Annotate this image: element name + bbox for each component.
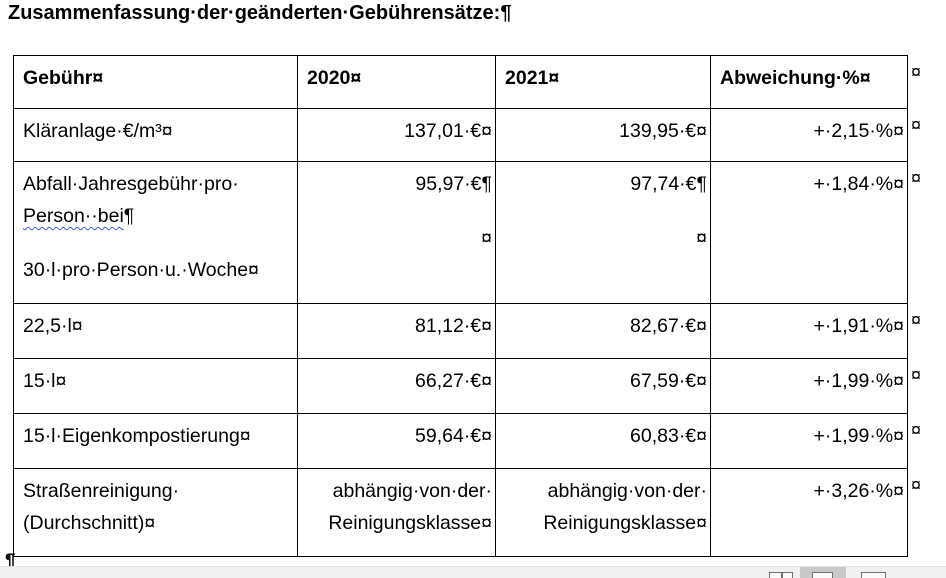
abfall-2021-cell-mark: ¤ [696, 227, 707, 249]
strassenreinigung-label-line1: Straßenreinigung· [23, 480, 180, 502]
strassenreinigung-2020-line2: Reinigungsklasse¤ [328, 512, 492, 534]
web-layout-view-icon[interactable] [861, 572, 886, 578]
row-end-mark: ¤ [911, 365, 922, 385]
cell-eigenkompostierung-delta[interactable]: +·1,99·%¤ [710, 413, 908, 469]
cell-abfall-delta[interactable]: +·1,84·%¤ [710, 161, 908, 304]
row-end-mark: ¤ [911, 168, 922, 188]
row-end-markers: ¤ ¤ ¤ ¤ ¤ ¤ ¤ [911, 55, 941, 556]
cell-15l-2020[interactable]: 66,27·€¤ [297, 358, 496, 414]
cell-klaeranlage-delta[interactable]: +·2,15·%¤ [710, 108, 908, 162]
cell-eigenkompostierung-2020[interactable]: 59,64·€¤ [297, 413, 496, 469]
row-end-mark: ¤ [911, 115, 922, 135]
table-row-abfall: Abfall·Jahresgebühr·pro· Person··bei¶ 30… [13, 161, 908, 304]
row-end-mark: ¤ [911, 420, 922, 440]
cell-strassenreinigung-delta[interactable]: +·3,26·%¤ [710, 468, 908, 557]
cell-klaeranlage-2021[interactable]: 139,95·€¤ [495, 108, 711, 162]
cell-22-5l-2021[interactable]: 82,67·€¤ [495, 303, 711, 359]
strassenreinigung-2020-line1: abhängig·von·der· [332, 480, 492, 502]
row-end-mark: ¤ [911, 62, 922, 82]
status-bar [0, 566, 946, 578]
spellcheck-flagged-text: Person··bei [23, 205, 124, 227]
cell-15l-delta[interactable]: +·1,99·%¤ [710, 358, 908, 414]
header-cell-gebuehr[interactable]: Gebühr¤ [13, 55, 298, 109]
strassenreinigung-2021-line1: abhängig·von·der· [547, 480, 707, 502]
cell-klaeranlage-2020[interactable]: 137,01·€¤ [297, 108, 496, 162]
cell-eigenkompostierung-label[interactable]: 15·l·Eigenkompostierung¤ [13, 413, 298, 469]
cell-22-5l-delta[interactable]: +·1,91·%¤ [710, 303, 908, 359]
table-row-15l: 15·l¤ 66,27·€¤ 67,59·€¤ +·1,99·%¤ [13, 358, 908, 414]
table-row-klaeranlage: Kläranlage·€/m³¤ 137,01·€¤ 139,95·€¤ +·2… [13, 108, 908, 162]
fees-table-wrapper: Gebühr¤ 2020¤ 2021¤ Abweichung·%¤ Kläran… [13, 55, 946, 557]
abfall-2020-cell-mark: ¤ [481, 227, 492, 249]
table-row-22-5l: 22,5·l¤ 81,12·€¤ 82,67·€¤ +·1,91·%¤ [13, 303, 908, 359]
strassenreinigung-label-line2: (Durchschnitt)¤ [23, 512, 156, 534]
after-table-pilcrow-mark: ¶ [5, 551, 16, 572]
table-row-strassenreinigung: Straßenreinigung· (Durchschnitt)¤ abhäng… [13, 468, 908, 557]
cell-eigenkompostierung-2021[interactable]: 60,83·€¤ [495, 413, 711, 469]
abfall-label-line3: 30·l·pro·Person·u.·Woche¤ [23, 259, 259, 281]
cell-22-5l-2020[interactable]: 81,12·€¤ [297, 303, 496, 359]
cell-15l-label[interactable]: 15·l¤ [13, 358, 298, 414]
strassenreinigung-2021-line2: Reinigungsklasse¤ [543, 512, 707, 534]
cell-15l-2021[interactable]: 67,59·€¤ [495, 358, 711, 414]
pilcrow-mark: ¶ [123, 205, 135, 227]
cell-22-5l-label[interactable]: 22,5·l¤ [13, 303, 298, 359]
document-title[interactable]: Zusammenfassung·der·geänderten·Gebührens… [8, 2, 512, 24]
table-header-row: Gebühr¤ 2020¤ 2021¤ Abweichung·%¤ [13, 55, 908, 109]
header-cell-2021[interactable]: 2021¤ [495, 55, 711, 109]
cell-strassenreinigung-2021[interactable]: abhängig·von·der· Reinigungsklasse¤ [495, 468, 711, 557]
abfall-2020-value: 95,97·€¶ [415, 173, 492, 195]
cell-strassenreinigung-label[interactable]: Straßenreinigung· (Durchschnitt)¤ [13, 468, 298, 557]
cell-abfall-2021[interactable]: 97,74·€¶ ¤ [495, 161, 711, 304]
header-cell-2020[interactable]: 2020¤ [297, 55, 496, 109]
read-mode-view-icon[interactable] [769, 572, 793, 578]
row-end-mark: ¤ [911, 475, 922, 495]
header-cell-abweichung[interactable]: Abweichung·%¤ [710, 55, 908, 109]
table-row-eigenkompostierung: 15·l·Eigenkompostierung¤ 59,64·€¤ 60,83·… [13, 413, 908, 469]
abfall-2021-value: 97,74·€¶ [630, 173, 707, 195]
cell-abfall-label[interactable]: Abfall·Jahresgebühr·pro· Person··bei¶ 30… [13, 161, 298, 304]
cell-klaeranlage-label[interactable]: Kläranlage·€/m³¤ [13, 108, 298, 162]
print-layout-view-icon[interactable] [812, 572, 833, 578]
cell-strassenreinigung-2020[interactable]: abhängig·von·der· Reinigungsklasse¤ [297, 468, 496, 557]
row-end-mark: ¤ [911, 310, 922, 330]
cell-abfall-2020[interactable]: 95,97·€¶ ¤ [297, 161, 496, 304]
abfall-label-line1: Abfall·Jahresgebühr·pro· [23, 173, 239, 195]
abfall-label-line2: Person··bei¶ [23, 200, 295, 232]
fees-table: Gebühr¤ 2020¤ 2021¤ Abweichung·%¤ Kläran… [13, 55, 908, 557]
